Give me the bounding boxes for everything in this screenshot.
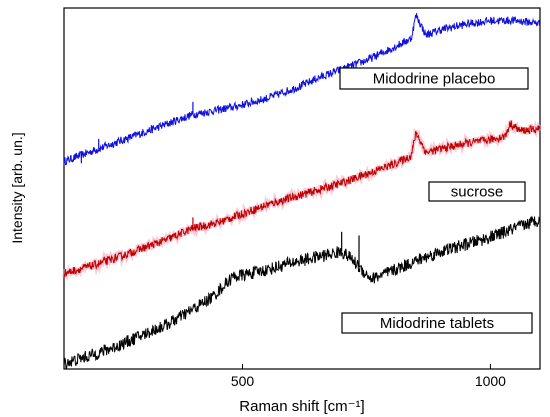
series-placebo-line [63,13,541,166]
y-axis-label: Intensity [arb. un.] [9,132,25,243]
annotation-label-placebo: Midodrine placebo [373,71,496,88]
annotation-label-sucrose: sucrose [451,184,504,201]
plot-frame [63,7,541,370]
x-tick-label-1000: 1000 [475,373,506,389]
annotation-box-placebo [339,67,529,90]
annotation-box-tablets [341,312,533,334]
annotation-box-sucrose [428,181,526,202]
x-tick-layer: 500 1000 [231,364,506,389]
series-sucrose-line [63,120,541,278]
x-tick-label-500: 500 [231,373,255,389]
x-axis-label: Raman shift [cm⁻¹] [239,398,364,415]
annotation-layer: Midodrine placebo sucrose Midodrine tablet… [339,67,533,334]
series-tablets-line [63,215,541,370]
annotation-label-tablets: Midodrine tablets [380,315,494,332]
series-layer [62,13,542,370]
